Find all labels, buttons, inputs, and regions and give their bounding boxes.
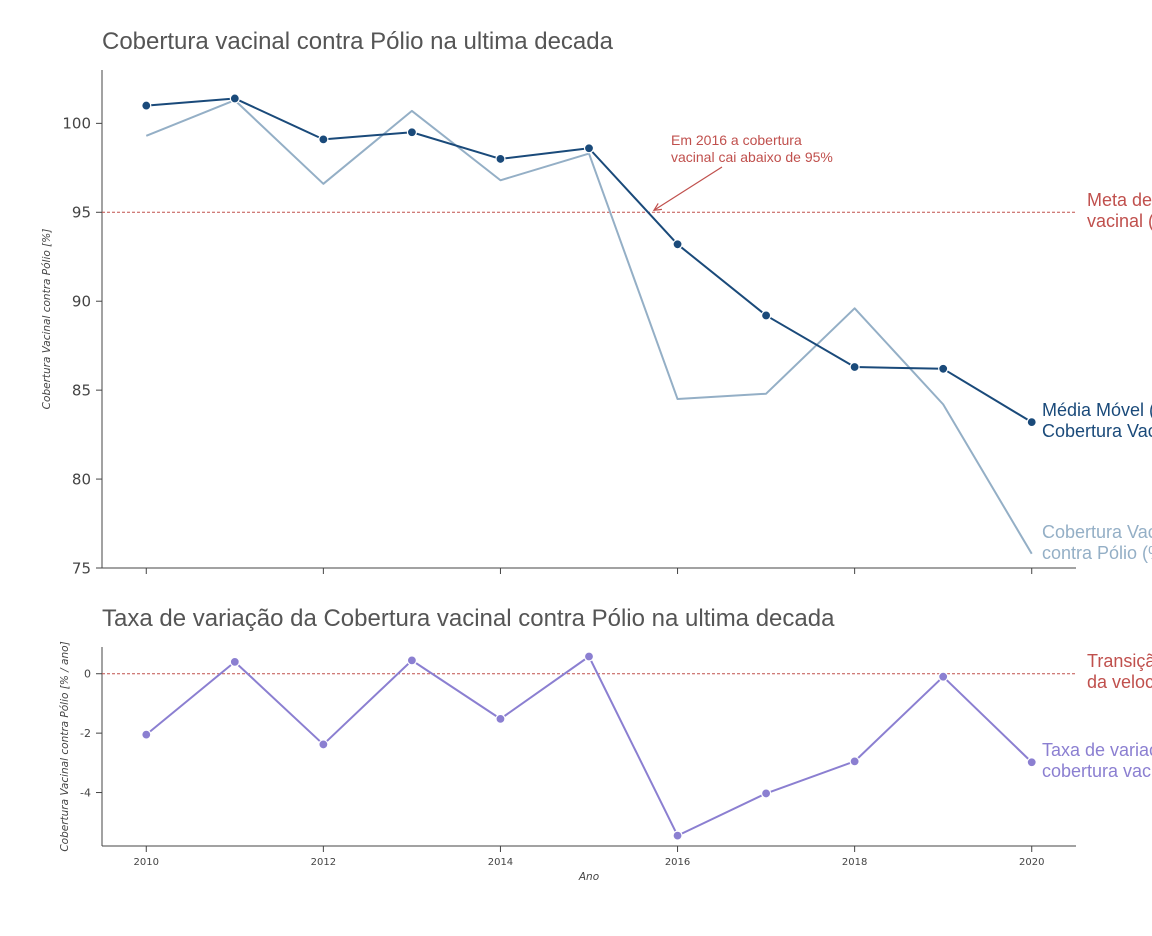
x-tick-label: 2014: [488, 857, 513, 868]
data-point-rate: [672, 830, 683, 841]
data-point-moving_average: [849, 361, 860, 373]
data-point-moving_average: [141, 100, 152, 111]
side-label-coverage: Cobertura Vacinal: [1042, 522, 1152, 542]
side-label-rate: Taxa de variação da: [1042, 740, 1152, 760]
data-point-moving_average: [760, 310, 772, 321]
data-point-rate: [229, 656, 240, 667]
data-point-rate: [849, 756, 860, 767]
rate-chart: Taxa de variação da Cobertura vacinal co…: [59, 605, 1152, 883]
x-tick-label: 2020: [1019, 857, 1044, 868]
y-tick-label: 90: [72, 292, 91, 310]
data-point-moving_average: [1026, 417, 1037, 428]
rate-chart-title: Taxa de variação da Cobertura vacinal co…: [102, 605, 835, 632]
x-axis-label: Ano: [578, 871, 599, 883]
series-line-rate: [145, 655, 1033, 837]
annotation-text: Em 2016 a cobertura: [671, 132, 802, 148]
data-point-moving_average: [938, 363, 949, 374]
data-point-rate: [760, 788, 772, 799]
y-tick-label: 75: [72, 559, 91, 577]
series-line-coverage: [145, 99, 1033, 555]
data-point-moving_average: [583, 143, 595, 154]
data-point-rate: [938, 671, 949, 682]
side-label-target: Transição: [1087, 651, 1152, 671]
x-tick-label: 2018: [842, 857, 867, 868]
data-point-moving_average: [318, 134, 329, 145]
coverage-chart: Cobertura vacinal contra Pólio na ultima…: [41, 28, 1152, 577]
x-tick-label: 2010: [134, 857, 159, 868]
data-point-moving_average: [495, 153, 506, 165]
y-tick-label: -2: [80, 727, 91, 740]
side-label-coverage: contra Pólio (%): [1042, 543, 1152, 563]
data-point-rate: [495, 713, 506, 724]
y-tick-label: 95: [72, 204, 91, 222]
side-label-moving_average: Média Móvel (3 anos) da: [1042, 400, 1152, 420]
x-tick-label: 2012: [311, 857, 336, 868]
y-axis-label: Cobertura Vacinal contra Pólio [%]: [41, 229, 53, 410]
side-label-target: da velocidade: [1087, 672, 1152, 692]
data-point-rate: [318, 739, 329, 750]
y-tick-label: 0: [84, 668, 91, 681]
x-tick-label: 2016: [665, 857, 690, 868]
data-point-moving_average: [406, 127, 418, 138]
data-point-rate: [141, 729, 152, 740]
data-point-moving_average: [229, 93, 240, 104]
data-point-rate: [406, 655, 418, 666]
side-label-target: Meta de cobertura: [1087, 190, 1152, 210]
y-tick-label: 85: [72, 381, 91, 399]
data-point-rate: [1026, 757, 1037, 768]
data-point-rate: [583, 651, 595, 662]
side-label-rate: cobertura vacinal: [1042, 761, 1152, 781]
annotation-text: vacinal cai abaixo de 95%: [671, 149, 833, 165]
y-tick-label: 100: [62, 115, 91, 133]
y-tick-label: -4: [80, 786, 91, 799]
data-point-moving_average: [672, 239, 683, 250]
annotation-arrow: [653, 166, 723, 211]
y-axis-label: Cobertura Vacinal contra Pólio [% / ano]: [59, 641, 71, 851]
side-label-target: vacinal (95%): [1087, 211, 1152, 231]
side-label-moving_average: Cobertura Vacinal: [1042, 421, 1152, 441]
y-tick-label: 80: [72, 470, 91, 488]
annotation-arrowhead: [652, 203, 662, 212]
coverage-chart-title: Cobertura vacinal contra Pólio na ultima…: [102, 28, 614, 55]
